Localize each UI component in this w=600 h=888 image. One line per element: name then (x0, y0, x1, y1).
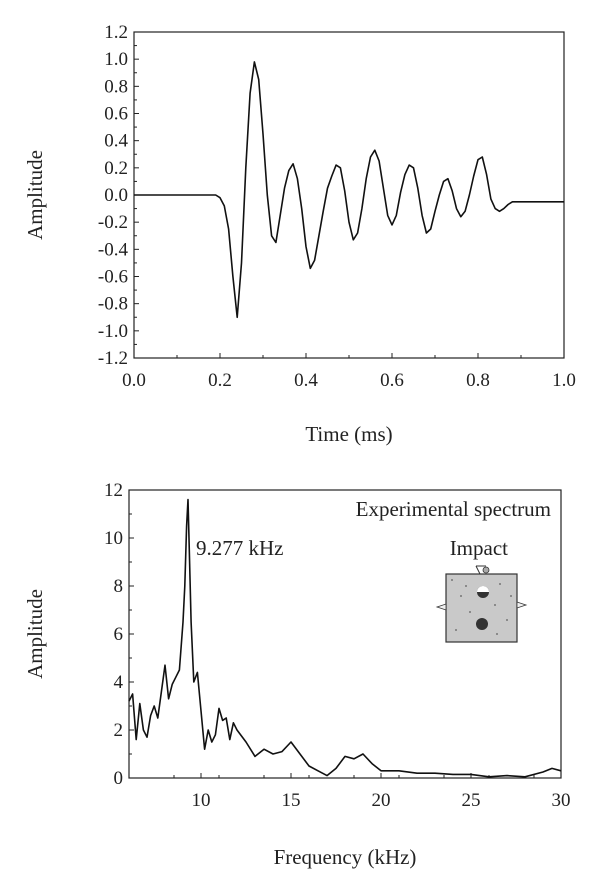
x-axis-title-time: Time (ms) (305, 422, 392, 446)
legend-label: Experimental spectrum (356, 497, 551, 521)
y-tick-label: 0.8 (104, 76, 128, 97)
x-tick-label: 0.8 (466, 370, 490, 391)
inset-label-impact: Impact (450, 536, 508, 560)
x-tick-label: 0.6 (380, 370, 404, 391)
impact-specimen-inset (435, 565, 528, 643)
y-tick-label: 0.4 (104, 131, 128, 152)
y-tick-label: -1.0 (98, 321, 128, 342)
y-axis-title-frequency: Amplitude (23, 589, 47, 679)
x-axis-title-frequency: Frequency (kHz) (274, 845, 417, 869)
y-tick-label: 12 (104, 480, 123, 501)
time-domain-chart: 1.2 1.0 0.8 0.6 0.4 0.2 0.0 -0.2 -0.4 -0.6 -0.8 -1.… (23, 22, 576, 446)
x-tick-label: 30 (552, 790, 571, 811)
y-tick-label: -0.2 (98, 212, 128, 233)
peak-annotation: 9.277 kHz (196, 536, 284, 560)
y-tick-label: -0.8 (98, 294, 128, 315)
y-tick-label: 1.2 (104, 22, 128, 43)
y-axis-title-time: Amplitude (23, 150, 47, 240)
x-tick-label: 20 (372, 790, 391, 811)
y-tick-label: 1.0 (104, 49, 128, 70)
y-tick-label: 8 (114, 576, 124, 597)
x-tick-label: 10 (192, 790, 211, 811)
y-tick-label: 0 (114, 768, 124, 789)
y-tick-label: 0.6 (104, 104, 128, 125)
x-tick-label: 1.0 (552, 370, 576, 391)
series-line-spectrum (128, 498, 562, 778)
x-tick-label: 0.2 (208, 370, 232, 391)
x-tick-label: 0.0 (122, 370, 146, 391)
y-tick-label: -0.4 (98, 239, 129, 260)
y-tick-label: -1.2 (98, 348, 128, 369)
x-tick-label: 25 (462, 790, 481, 811)
y-tick-label: 2 (114, 720, 124, 741)
y-tick-label: 10 (104, 528, 123, 549)
y-tick-label: 0.2 (104, 158, 128, 179)
y-tick-label: 0.0 (104, 185, 128, 206)
series-line-time (134, 61, 564, 319)
x-tick-label: 0.4 (294, 370, 318, 391)
y-tick-label: 6 (114, 624, 124, 645)
y-tick-label: -0.6 (98, 267, 128, 288)
y-tick-label: 4 (114, 672, 124, 693)
x-tick-label: 15 (282, 790, 301, 811)
